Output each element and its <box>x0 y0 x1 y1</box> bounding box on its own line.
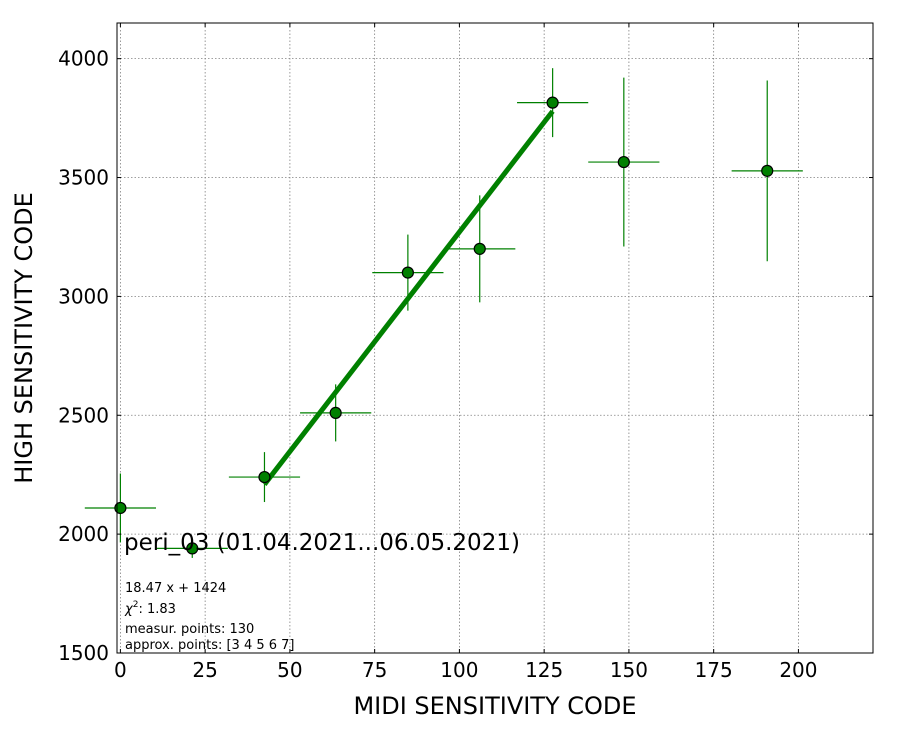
chi2-value: : 1.83 <box>138 602 175 617</box>
x-tick-label: 175 <box>695 658 733 682</box>
data-point <box>546 96 559 109</box>
data-point <box>617 155 630 169</box>
x-tick-label: 200 <box>779 658 817 682</box>
y-tick-label: 2000 <box>58 522 109 546</box>
data-point <box>258 470 271 484</box>
data-point <box>329 406 342 419</box>
x-axis-title: MIDI SENSITIVITY CODE <box>353 692 636 720</box>
y-tick-label: 3500 <box>58 166 109 190</box>
y-tick-label: 2500 <box>58 403 109 427</box>
data-point <box>473 242 486 255</box>
y-tick-label: 4000 <box>58 47 109 71</box>
annotation-approx-points: approx. points: [3 4 5 6 7] <box>125 638 295 653</box>
tick-labels: 0 25 50 75 100 125 150 175 200 1500 2000 2500 3000 35… <box>58 47 817 682</box>
x-tick-label: 50 <box>277 658 302 682</box>
chi2-symbol: χ <box>124 602 134 617</box>
y-axis-title: HIGH SENSITIVITY CODE <box>10 192 38 484</box>
x-tick-label: 75 <box>362 658 387 682</box>
plot-frame <box>116 22 874 654</box>
chi2-exponent: 2 <box>133 600 139 610</box>
annotation-measur-points: measur. points: 130 <box>125 622 254 637</box>
annotation-chi2: χ2: 1.83 <box>124 600 176 617</box>
x-tick-label: 100 <box>440 658 478 682</box>
data-point <box>761 164 774 177</box>
data-point <box>401 266 414 279</box>
annotation-equation: 18.47 x + 1424 <box>125 581 226 596</box>
x-tick-label: 125 <box>525 658 563 682</box>
data-point <box>186 542 199 555</box>
y-tick-label: 1500 <box>58 641 109 665</box>
data-points <box>84 68 803 558</box>
x-tick-label: 25 <box>192 658 217 682</box>
x-tick-label: 150 <box>610 658 648 682</box>
data-point <box>114 501 127 515</box>
fit-line-group <box>262 109 555 486</box>
x-tick-label: 0 <box>114 658 127 682</box>
annotation-title: peri_03 (01.04.2021...06.05.2021) <box>124 530 520 556</box>
fit-line <box>262 109 555 486</box>
y-tick-label: 3000 <box>58 284 109 308</box>
